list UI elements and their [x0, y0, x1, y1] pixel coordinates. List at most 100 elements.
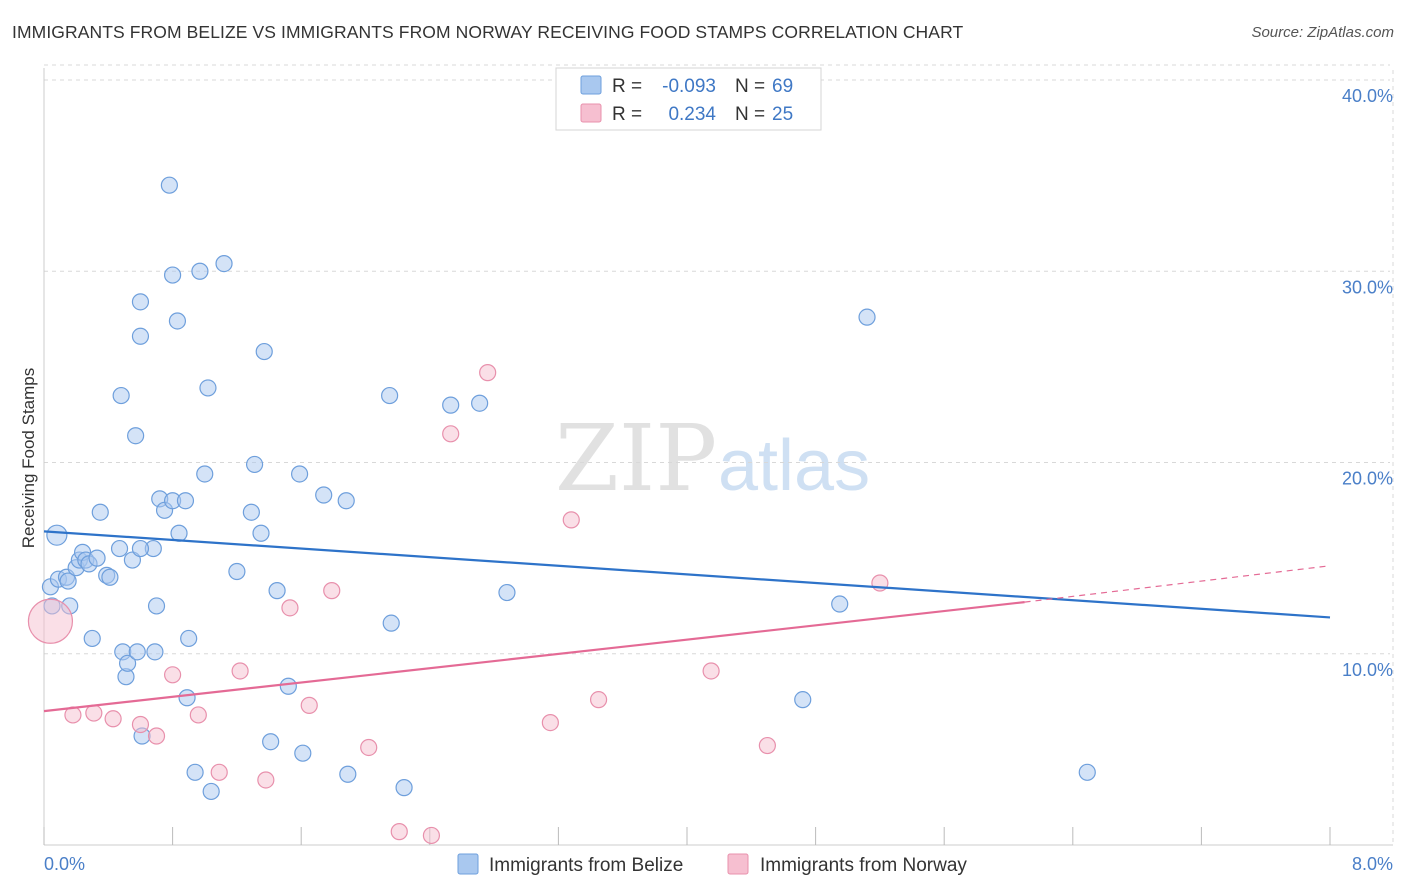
norway-point — [442, 425, 460, 443]
belize-point — [110, 539, 129, 558]
y-tick-label: 30.0% — [1342, 277, 1393, 297]
belize-point — [180, 629, 198, 648]
norway-point — [147, 727, 166, 745]
bottom-legend-swatch-belize — [457, 853, 479, 875]
belize-point — [186, 763, 204, 781]
belize-point — [382, 614, 400, 632]
norway-point — [131, 715, 150, 734]
belize-point — [262, 733, 280, 751]
tick-labels: 10.0% 20.0% 30.0% 40.0% 0.0% 8.0% — [44, 86, 1393, 874]
belize-point — [315, 486, 333, 504]
watermark-zip: ZIP — [555, 405, 717, 512]
norway-point — [164, 666, 182, 684]
belize-point — [88, 549, 106, 567]
belize-point — [228, 562, 246, 581]
legend-n-value-norway: 25 — [772, 104, 793, 125]
belize-point — [858, 308, 876, 326]
legend-swatch-norway — [580, 103, 602, 123]
belize-point — [160, 176, 178, 194]
trend-lines — [43, 530, 1331, 713]
belize-point — [196, 465, 214, 483]
legend-n-label-belize: N = — [735, 76, 765, 97]
belize-point — [471, 394, 489, 412]
norway-point — [281, 599, 299, 617]
correlation-legend: R = -0.093 N = 69 R = 0.234 N = 25 — [555, 67, 822, 131]
belize-point — [337, 492, 355, 510]
belize-point — [245, 455, 264, 474]
belize-point — [131, 327, 150, 345]
belize-point — [290, 465, 309, 483]
watermark-atlas: atlas — [718, 426, 870, 506]
series-norway-points — [27, 364, 889, 845]
norway-point — [360, 738, 378, 757]
norway-point — [390, 823, 408, 841]
norway-trend-extension — [1024, 565, 1331, 603]
belize-point — [112, 386, 130, 405]
legend-r-label-norway: R = — [612, 104, 642, 125]
belize-point — [131, 293, 150, 311]
belize-point — [294, 744, 312, 762]
belize-point — [101, 568, 119, 586]
series-legend: Immigrants from Belize Immigrants from N… — [457, 853, 967, 876]
norway-point — [758, 736, 776, 755]
norway-point — [85, 704, 103, 722]
belize-point — [199, 379, 217, 397]
legend-n-label-norway: N = — [735, 104, 765, 125]
legend-r-value-belize: -0.093 — [662, 76, 716, 97]
x-tick-label-max: 8.0% — [1352, 854, 1393, 874]
norway-point — [257, 771, 275, 789]
belize-point — [215, 255, 233, 273]
norway-point — [562, 511, 580, 529]
norway-point — [479, 364, 497, 382]
belize-point — [395, 779, 413, 797]
legend-n-value-belize: 69 — [772, 76, 793, 97]
norway-point — [702, 662, 720, 680]
belize-point — [59, 572, 77, 590]
belize-point — [178, 689, 196, 707]
belize-point — [831, 595, 849, 613]
legend-swatch-belize — [580, 75, 602, 95]
norway-point — [231, 662, 249, 680]
grid-lines — [44, 64, 1394, 845]
y-tick-label: 10.0% — [1342, 660, 1393, 680]
belize-point — [128, 643, 146, 661]
belize-point — [381, 386, 399, 405]
norway-point — [323, 582, 341, 600]
belize-point — [170, 524, 188, 542]
norway-point — [210, 763, 228, 781]
norway-point — [541, 713, 559, 732]
belize-point — [202, 782, 220, 801]
belize-point — [131, 539, 150, 558]
chart-title: IMMIGRANTS FROM BELIZE VS IMMIGRANTS FRO… — [12, 22, 964, 42]
belize-point — [146, 643, 164, 661]
belize-trend-line — [43, 530, 1331, 619]
norway-point — [27, 598, 74, 644]
norway-point — [589, 691, 608, 709]
belize-point — [794, 691, 812, 709]
belize-point — [168, 312, 187, 330]
belize-point — [252, 524, 270, 542]
norway-trend-line — [43, 601, 1025, 713]
norway-point — [422, 826, 441, 845]
belize-point — [1078, 763, 1096, 781]
belize-point — [118, 654, 137, 672]
norway-point — [189, 706, 207, 724]
belize-point — [127, 427, 145, 445]
belize-point — [147, 597, 166, 615]
belize-point — [176, 492, 195, 510]
norway-point — [104, 710, 122, 728]
belize-point — [83, 629, 101, 648]
source-credit: Source: ZipAtlas.com — [1251, 24, 1394, 41]
bottom-legend-label-norway: Immigrants from Norway — [760, 855, 967, 876]
y-axis-title: Receiving Food Stamps — [19, 368, 38, 548]
belize-point — [442, 396, 460, 414]
belize-point — [164, 266, 182, 284]
y-tick-label: 40.0% — [1342, 86, 1393, 106]
y-tick-label: 20.0% — [1342, 469, 1393, 489]
legend-r-label-belize: R = — [612, 76, 642, 97]
x-tick-label-min: 0.0% — [44, 854, 85, 874]
bottom-legend-swatch-norway — [727, 853, 749, 875]
belize-point — [91, 503, 109, 521]
belize-point — [255, 342, 273, 361]
